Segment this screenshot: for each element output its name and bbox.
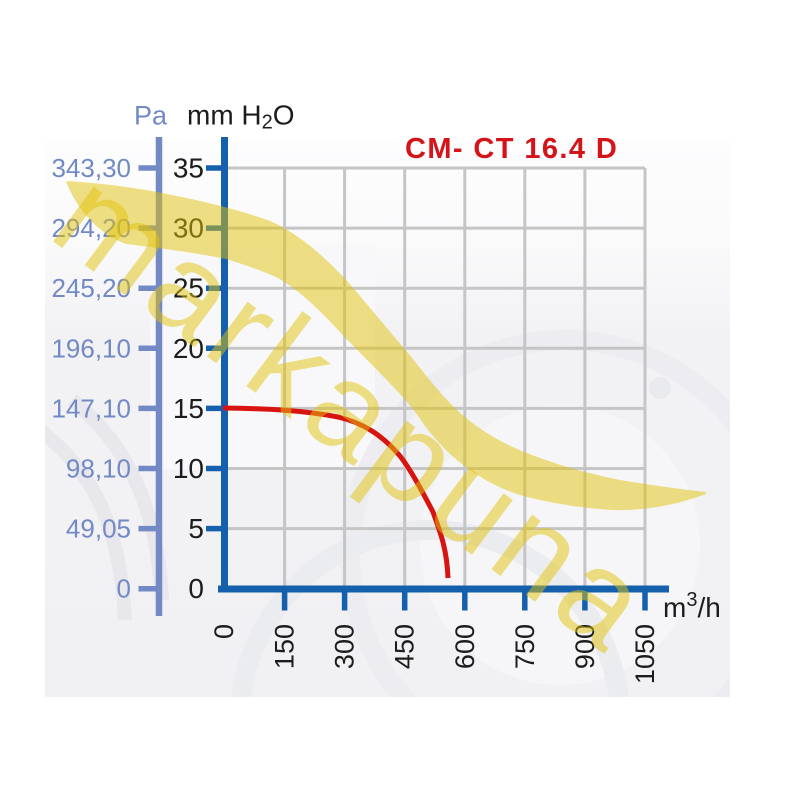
svg-text:196,10: 196,10: [51, 333, 131, 363]
svg-text:49,05: 49,05: [66, 514, 131, 544]
svg-text:Pa: Pa: [134, 101, 168, 131]
svg-text:343,30: 343,30: [51, 153, 131, 183]
svg-text:0: 0: [188, 573, 204, 604]
svg-text:35: 35: [173, 153, 204, 184]
svg-text:98,10: 98,10: [66, 454, 131, 484]
svg-text:300: 300: [330, 624, 360, 669]
svg-text:0: 0: [117, 574, 131, 604]
svg-text:15: 15: [173, 393, 204, 424]
svg-text:1050: 1050: [630, 624, 660, 684]
svg-text:147,10: 147,10: [51, 393, 131, 423]
svg-text:25: 25: [173, 273, 204, 304]
svg-text:20: 20: [173, 333, 204, 364]
svg-text:m3/h: m3/h: [663, 589, 721, 623]
svg-text:10: 10: [173, 453, 204, 484]
svg-text:245,20: 245,20: [51, 273, 131, 303]
svg-text:0: 0: [209, 624, 239, 639]
svg-text:mm H2O: mm H2O: [187, 100, 295, 134]
svg-text:600: 600: [450, 624, 480, 669]
svg-text:900: 900: [570, 624, 600, 669]
svg-text:150: 150: [270, 624, 300, 669]
svg-text:450: 450: [390, 624, 420, 669]
svg-text:5: 5: [188, 513, 204, 544]
svg-text:750: 750: [510, 624, 540, 669]
svg-text:CM- CT 16.4 D: CM- CT 16.4 D: [405, 133, 618, 165]
